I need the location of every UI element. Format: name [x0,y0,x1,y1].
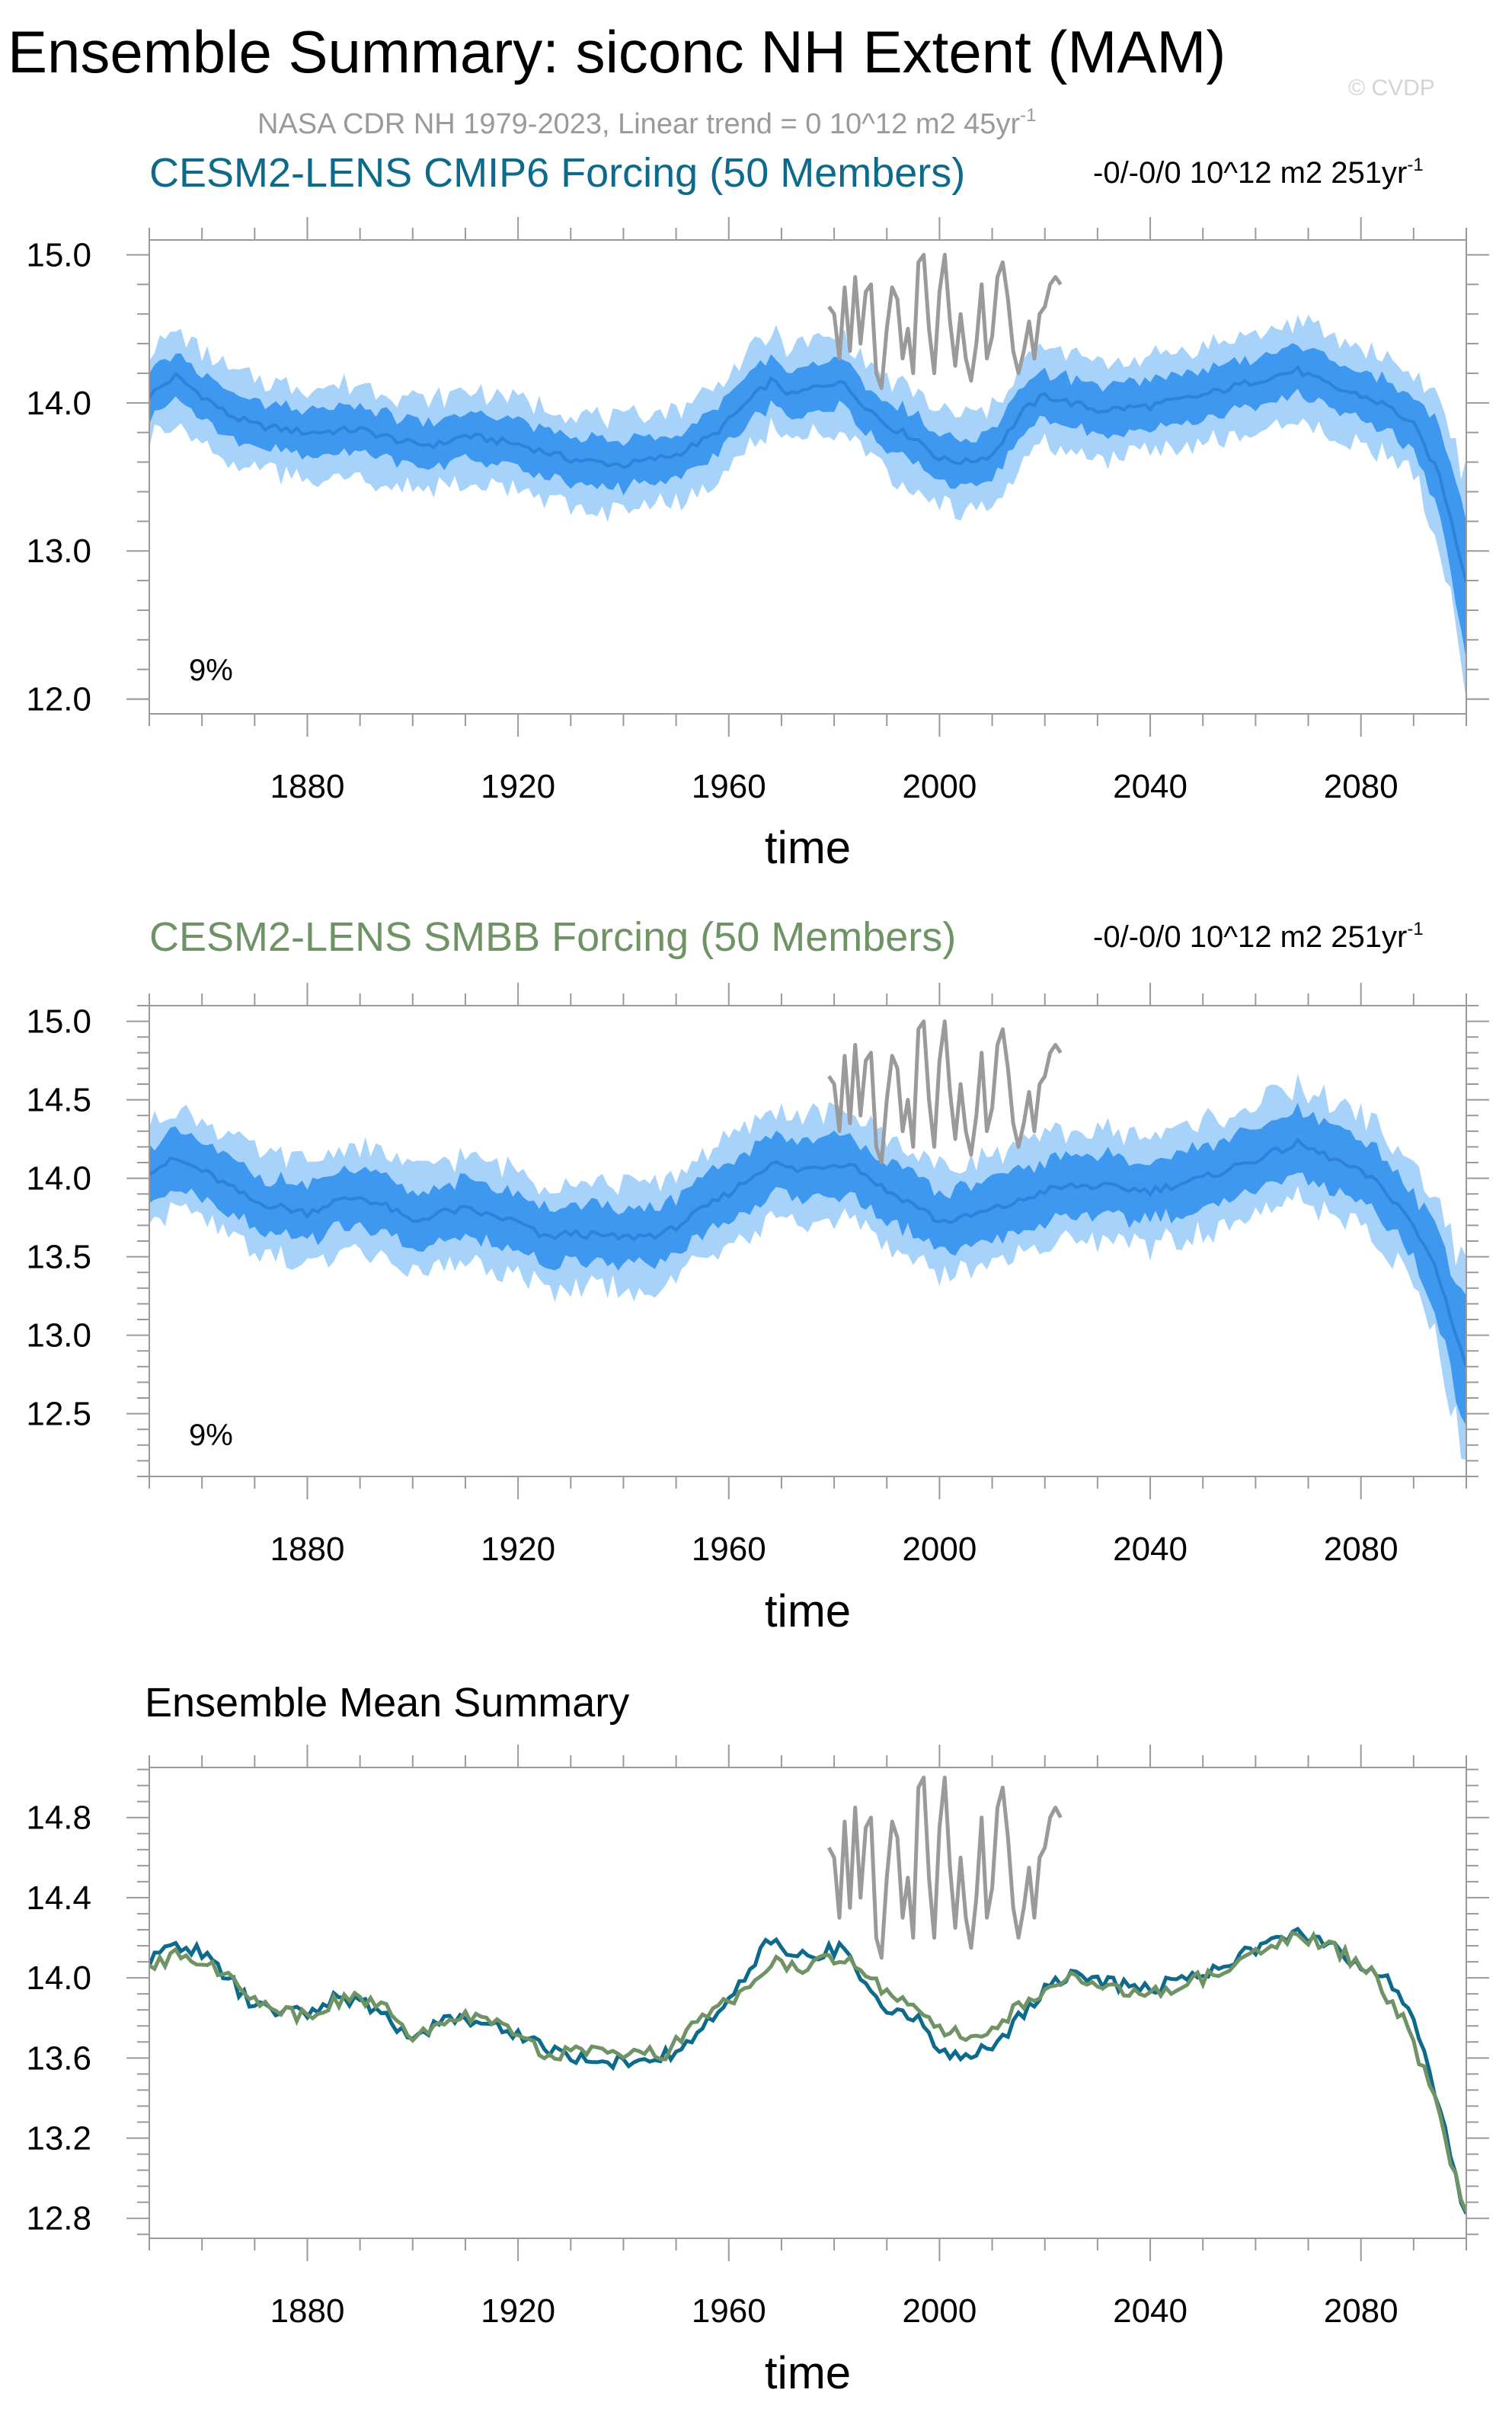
ensemble-mean-line [149,1137,1466,1368]
y-tick-label: 14.0 [26,1160,91,1198]
x-tick-label: 1920 [481,768,555,805]
y-tick-label: 12.0 [26,681,91,718]
y-tick-label: 12.8 [26,2200,91,2238]
y-tick-label: 14.8 [26,1799,91,1837]
plot-area [149,1767,1467,2239]
x-tick-label: 1880 [270,768,345,805]
y-tick-label: 13.6 [26,2039,91,2077]
figure-subtitle: NASA CDR NH 1979-2023, Linear trend = 0 … [257,108,1020,140]
y-tick-label: 15.0 [26,236,91,274]
y-tick-label: 14.5 [26,1082,91,1119]
spread-band-inner [149,1102,1466,1426]
observations-line [827,1019,1063,1165]
y-tick-label: 13.5 [26,1239,91,1276]
x-tick-label: 2040 [1113,2292,1188,2330]
x-tick-label: 2000 [902,768,977,805]
y-tick-label: 14.4 [26,1879,91,1917]
x-tick-label: 1880 [270,1531,345,1568]
x-axis-label: time [765,1585,851,1636]
panel-title: Ensemble Mean Summary [145,1680,629,1726]
x-tick-label: 1880 [270,2292,345,2330]
y-axis: 12.5 13.0 13.5 14.0 14.5 15.0 [26,1003,1489,1477]
panel-trend-text: -0/-0/0 10^12 m2 251yr [1093,920,1407,954]
panel-trend: -0/-0/0 10^12 m2 251yr-1 [1093,919,1424,954]
plot-content [149,1019,1466,1460]
plot-frame [149,1767,1467,2239]
panel-title: CESM2-LENS CMIP6 Forcing (50 Members) [149,150,965,196]
y-tick-label: 13.2 [26,2120,91,2158]
x-tick-label: 2080 [1324,2292,1399,2330]
x-tick-label: 2080 [1324,768,1399,805]
observations-line [827,252,1063,390]
figure-subtitle-line: NASA CDR NH 1979-2023, Linear trend = 0 … [257,105,1036,140]
x-tick-label: 2000 [902,2292,977,2330]
observations-line [826,1775,1063,1960]
x-tick-label: 1960 [692,1531,766,1568]
watermark: © CVDP [1348,75,1435,101]
panel-trend-text: -0/-0/0 10^12 m2 251yr [1093,156,1407,190]
plot-content [149,252,1466,701]
y-tick-label: 14.0 [26,385,91,422]
x-axis: 1880 1920 1960 2000 2040 2080 time [149,1745,1467,2398]
x-tick-label: 1920 [481,2292,555,2330]
smbb-mean-line [149,1930,1466,2212]
panels: CESM2-LENS CMIP6 Forcing (50 Members) -0/… [26,150,1489,2398]
x-tick-label: 2040 [1113,768,1188,805]
panel-trend-sup: -1 [1407,155,1423,175]
x-tick-label: 2000 [902,1531,977,1568]
y-tick-label: 13.0 [26,1317,91,1355]
y-tick-label: 13.0 [26,533,91,570]
y-tick-label: 15.0 [26,1003,91,1041]
plot-area [149,239,1467,715]
percent-label: 9% [189,1419,233,1452]
cmip6-mean-line [149,1926,1466,2215]
figure-subtitle-sup: -1 [1020,105,1036,126]
figure-title: Ensemble Summary: siconc NH Extent (MAM) [8,18,1226,85]
x-axis: 1880 1920 1960 2000 2040 2080 time [149,217,1467,873]
x-axis: 1880 1920 1960 2000 2040 2080 time [149,983,1467,1636]
percent-label: 9% [189,654,233,687]
plot-frame [149,239,1467,715]
x-tick-label: 1920 [481,1531,555,1568]
x-tick-label: 2040 [1113,1531,1188,1568]
panel-trend-sup: -1 [1407,919,1423,939]
y-axis: 12.8 13.2 13.6 14.0 14.4 14.8 [26,1768,1489,2238]
x-tick-label: 1960 [692,768,766,805]
x-axis-label: time [765,822,851,873]
x-tick-label: 2080 [1324,1531,1399,1568]
panel-title: CESM2-LENS SMBB Forcing (50 Members) [149,914,956,960]
y-axis: 12.0 13.0 14.0 15.0 [26,236,1489,718]
x-tick-label: 1960 [692,2292,766,2330]
plot-content [149,1775,1466,2215]
ensemble-mean-line [149,364,1466,583]
y-tick-label: 12.5 [26,1396,91,1433]
y-tick-label: 14.0 [26,1959,91,1997]
panel-top: CESM2-LENS CMIP6 Forcing (50 Members) -0/… [26,150,1489,873]
plot-area [149,1005,1467,1477]
panel-middle: CESM2-LENS SMBB Forcing (50 Members) -0/-… [26,914,1489,1636]
spread-band-inner [149,343,1466,660]
panel-bottom: Ensemble Mean Summary 1880 1920 1960 2000 204… [26,1680,1489,2398]
x-axis-label: time [765,2347,851,2398]
panel-trend: -0/-0/0 10^12 m2 251yr-1 [1093,155,1424,190]
